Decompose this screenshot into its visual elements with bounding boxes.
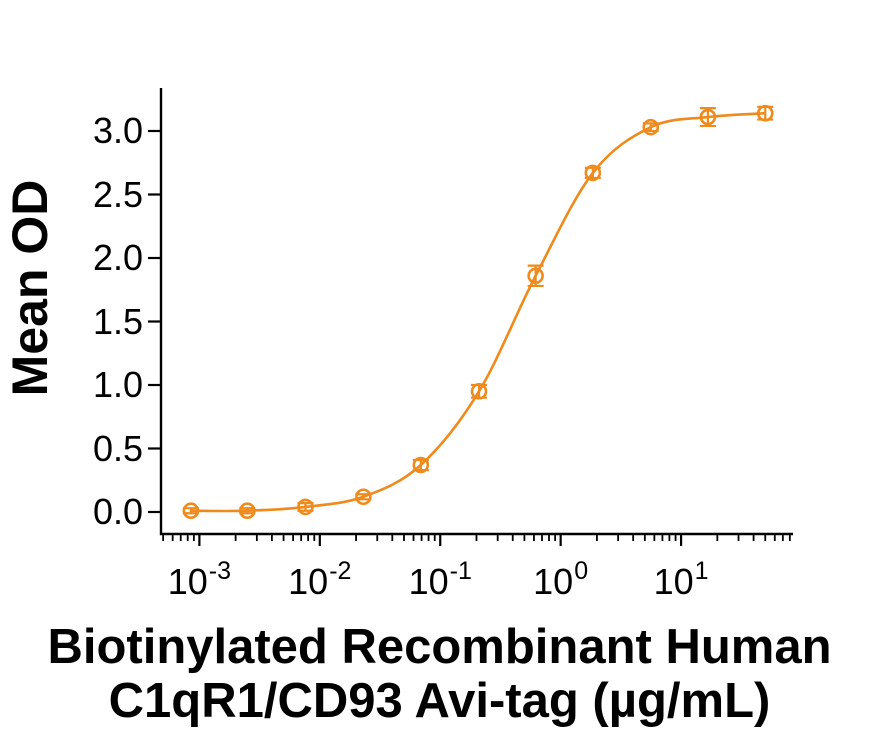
data-point-marker — [182, 502, 200, 520]
axes — [159, 88, 793, 536]
data-point-marker — [470, 383, 488, 400]
data-point-marker — [239, 502, 256, 520]
y-axis-title: Mean OD — [2, 179, 58, 397]
x-tick-label: 101 — [653, 557, 709, 602]
data-point-marker — [756, 104, 774, 122]
data-point-marker — [584, 164, 602, 182]
data-point-marker — [297, 498, 314, 516]
data-point-marker — [355, 488, 372, 506]
y-tick-label: 0.0 — [92, 491, 143, 532]
x-tick-label: 10-2 — [288, 557, 352, 602]
x-axis-title-line-2: C1qR1/CD93 Avi-tag (µg/mL) — [108, 674, 771, 728]
y-tick-label: 2.0 — [92, 237, 143, 278]
y-tick-label: 1.0 — [92, 364, 143, 405]
data-point-marker — [412, 456, 430, 474]
x-tick-label: 10-3 — [167, 557, 232, 602]
data-point-marker — [527, 267, 544, 285]
y-tick-label: 0.5 — [92, 427, 143, 469]
x-axis-title-line-1: Biotinylated Recombinant Human — [47, 620, 832, 674]
x-tick-label: 10-1 — [408, 557, 472, 602]
data-point-marker — [642, 118, 660, 136]
data-point-marker — [699, 108, 717, 126]
fit-curve — [190, 111, 766, 513]
y-tick-label: 1.5 — [92, 300, 143, 342]
dose-response-series — [182, 104, 774, 520]
x-tick-label: 100 — [533, 557, 589, 602]
x-axis-title: Biotinylated Recombinant Human C1qR1/CD9… — [0, 620, 879, 728]
y-tick-label: 2.5 — [92, 173, 143, 215]
y-tick-label: 3.0 — [92, 110, 143, 151]
